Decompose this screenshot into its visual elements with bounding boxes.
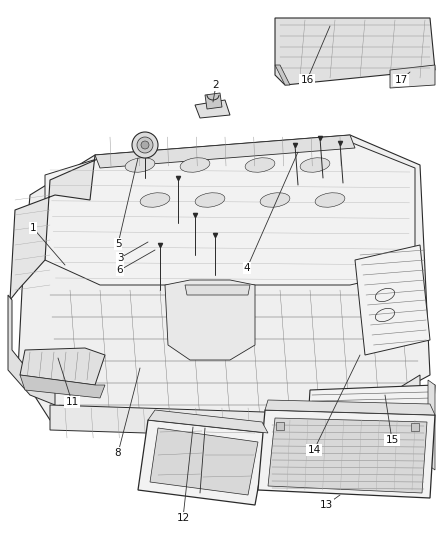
Text: 6: 6 — [117, 265, 124, 275]
Ellipse shape — [315, 193, 345, 207]
Polygon shape — [185, 285, 250, 295]
Polygon shape — [428, 380, 435, 470]
Polygon shape — [20, 375, 105, 398]
Polygon shape — [265, 400, 435, 415]
Polygon shape — [50, 375, 420, 440]
Polygon shape — [165, 280, 255, 360]
Polygon shape — [148, 410, 268, 433]
Text: 11: 11 — [65, 397, 79, 407]
Polygon shape — [411, 423, 419, 431]
Circle shape — [132, 132, 158, 158]
Text: 1: 1 — [30, 223, 36, 233]
Polygon shape — [10, 155, 100, 300]
Text: 8: 8 — [115, 448, 121, 458]
Ellipse shape — [140, 193, 170, 207]
Text: 14: 14 — [307, 445, 321, 455]
Circle shape — [141, 141, 149, 149]
Text: 15: 15 — [385, 435, 399, 445]
Ellipse shape — [195, 193, 225, 207]
Text: 16: 16 — [300, 75, 314, 85]
Polygon shape — [18, 135, 430, 420]
Ellipse shape — [260, 193, 290, 207]
Polygon shape — [275, 65, 290, 85]
Ellipse shape — [245, 158, 275, 172]
Polygon shape — [390, 65, 435, 88]
Polygon shape — [205, 93, 222, 109]
Polygon shape — [20, 348, 105, 385]
Polygon shape — [150, 428, 258, 495]
Text: 4: 4 — [244, 263, 250, 273]
Polygon shape — [138, 420, 268, 505]
Polygon shape — [355, 245, 430, 355]
Polygon shape — [258, 410, 435, 498]
Circle shape — [137, 137, 153, 153]
Polygon shape — [45, 140, 415, 285]
Polygon shape — [95, 135, 355, 168]
Ellipse shape — [300, 158, 330, 172]
Text: 12: 12 — [177, 513, 190, 523]
Text: 2: 2 — [213, 80, 219, 90]
Text: 5: 5 — [115, 239, 121, 249]
Text: 3: 3 — [117, 253, 124, 263]
Polygon shape — [305, 385, 435, 470]
Text: 17: 17 — [394, 75, 408, 85]
Polygon shape — [8, 295, 55, 405]
Polygon shape — [268, 418, 427, 493]
Polygon shape — [275, 18, 435, 85]
Text: 13: 13 — [319, 500, 332, 510]
Ellipse shape — [180, 158, 210, 172]
Polygon shape — [195, 100, 230, 118]
Polygon shape — [276, 422, 284, 430]
Ellipse shape — [125, 158, 155, 172]
